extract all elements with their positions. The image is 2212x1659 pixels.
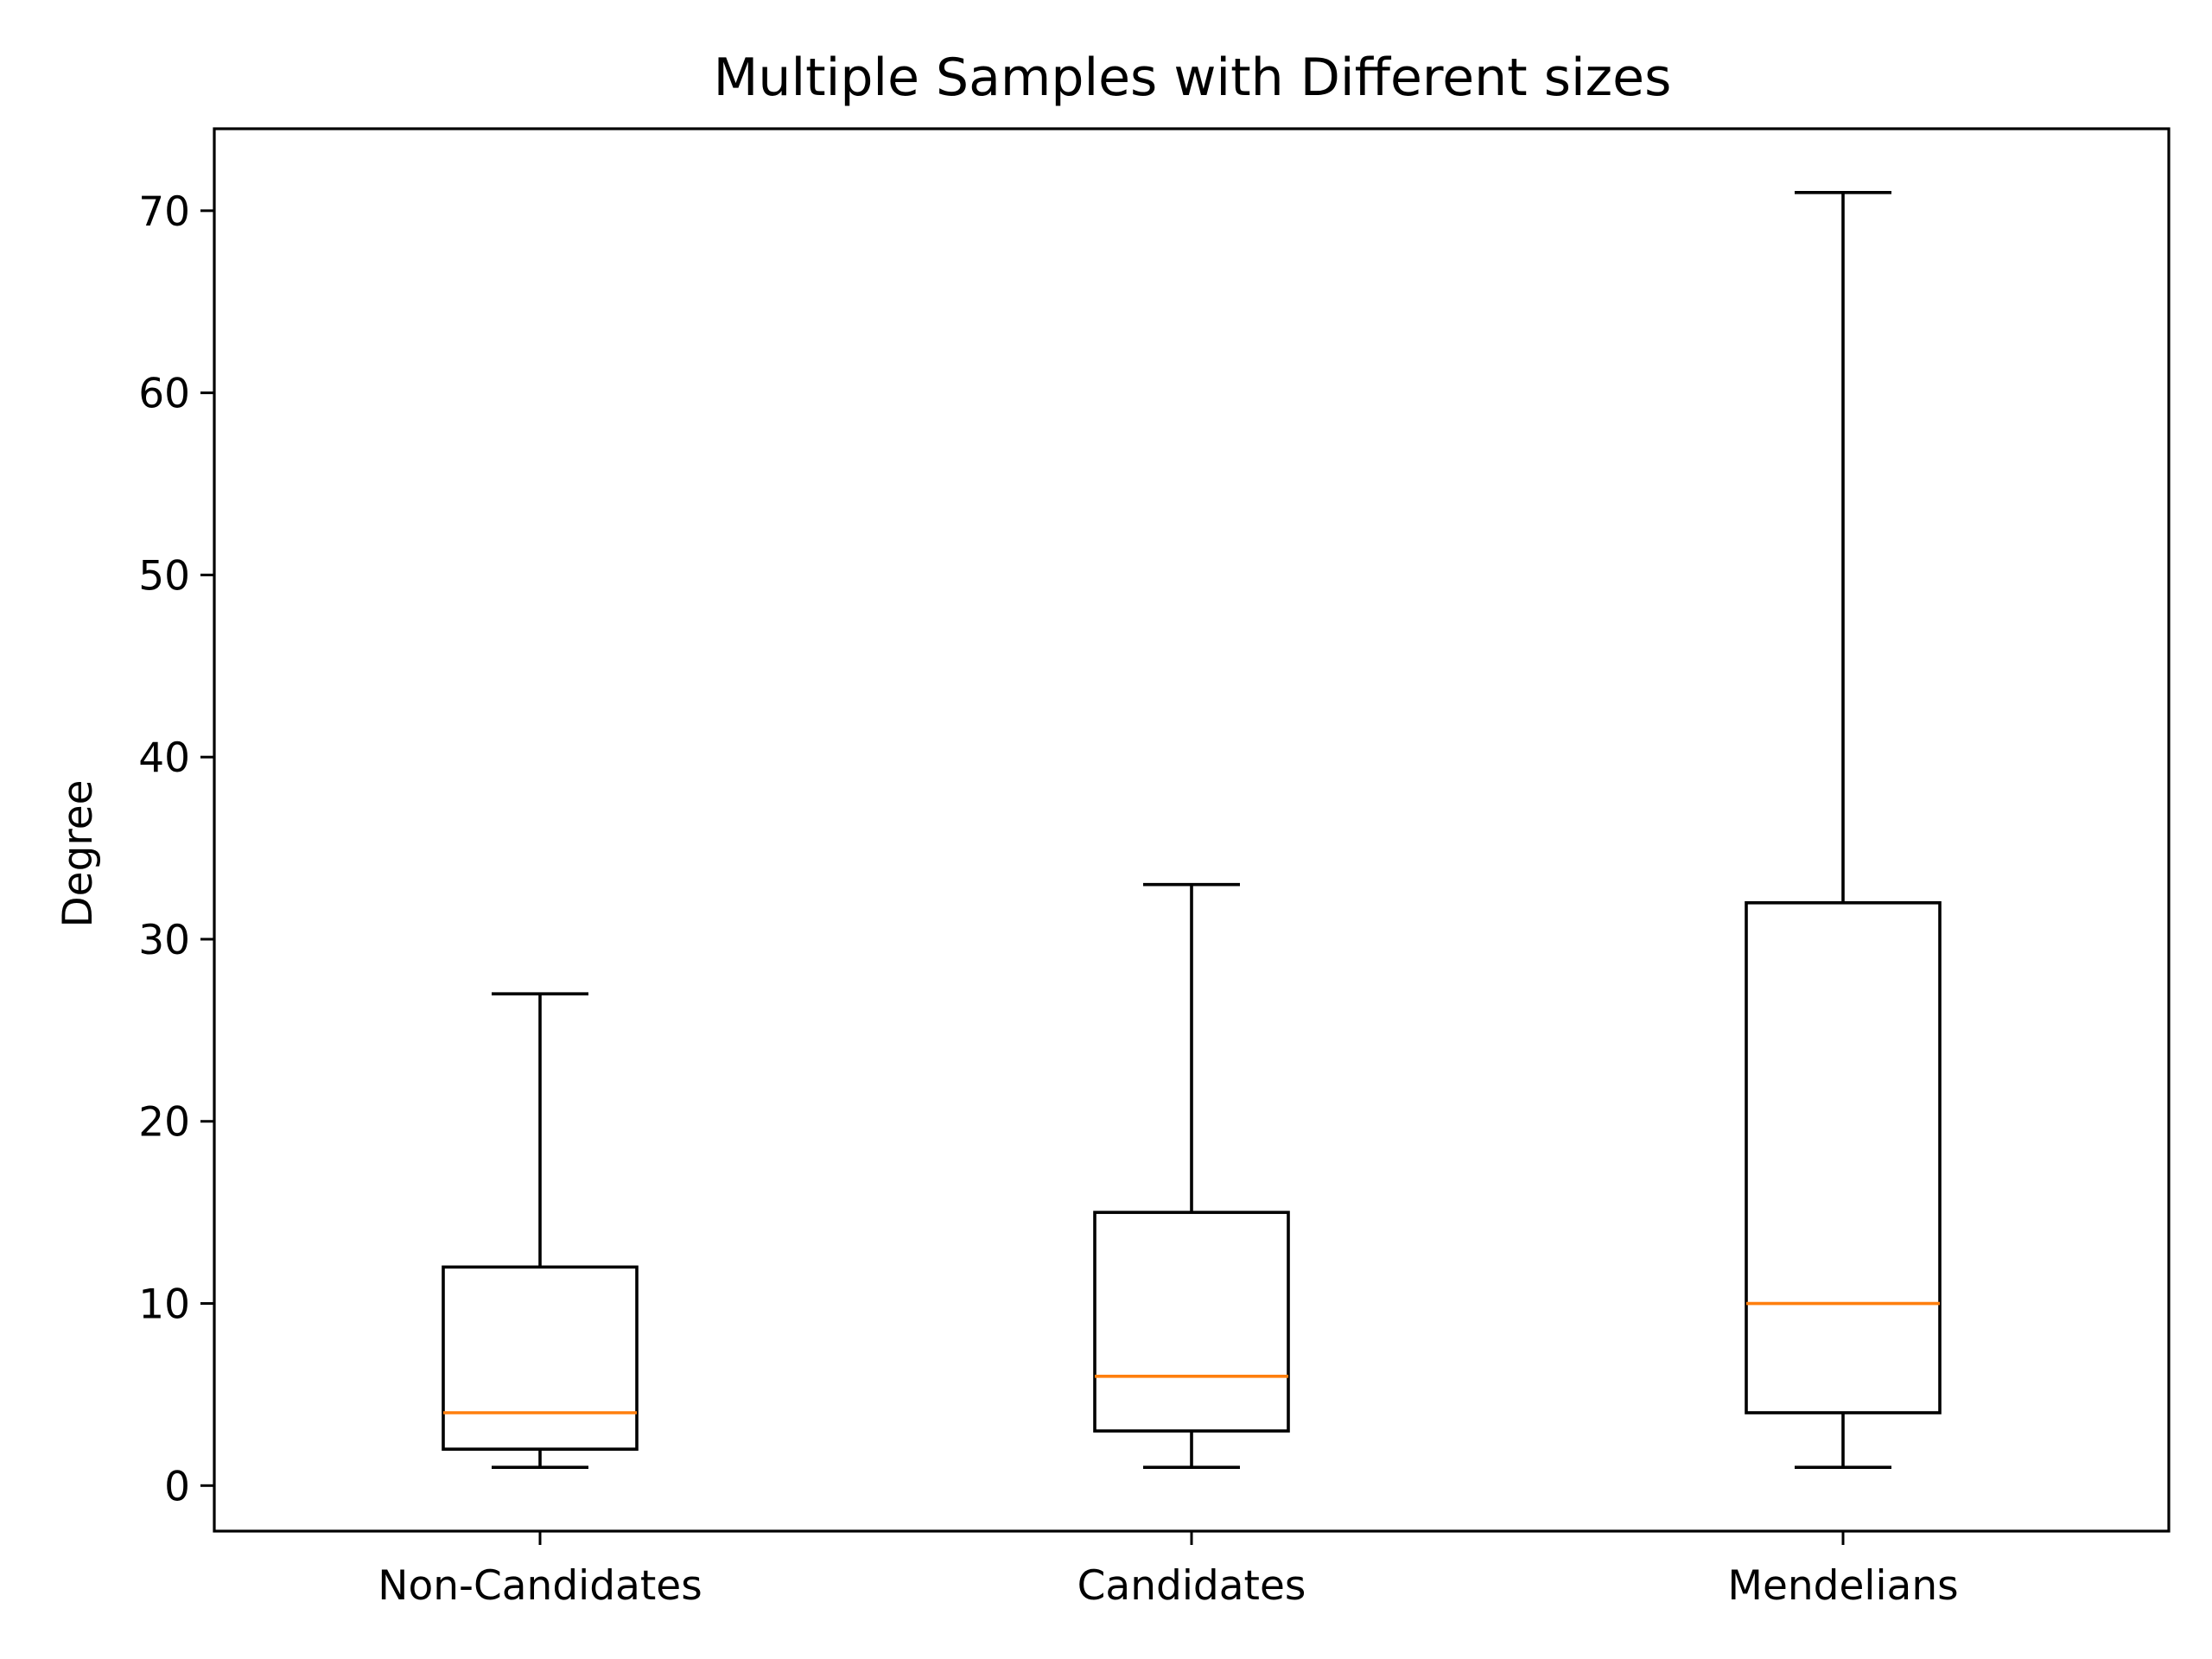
y-axis-label: Degree — [54, 779, 102, 927]
iqr-box — [1093, 1211, 1290, 1433]
y-tick-label: 40 — [138, 734, 190, 782]
chart-title: Multiple Samples with Different sizes — [714, 48, 1672, 108]
y-tick-label: 10 — [138, 1281, 190, 1329]
iqr-box — [1745, 901, 1942, 1414]
y-tick-label: 50 — [138, 552, 190, 600]
box-1 — [442, 992, 639, 1470]
x-tick-label: Mendelians — [1727, 1562, 1958, 1610]
box-3 — [1745, 190, 1942, 1470]
y-tick-label: 60 — [138, 371, 190, 418]
y-tick-label: 70 — [138, 188, 190, 236]
x-tick-label: Candidates — [1077, 1562, 1306, 1610]
axis-ticks: 0 10 20 30 40 50 60 70 Non-Candidates Candidates M… — [138, 188, 1958, 1610]
y-tick-label: 0 — [164, 1463, 190, 1510]
x-tick-label: Non-Candidates — [378, 1562, 702, 1610]
plot-area-frame — [213, 127, 2171, 1533]
y-tick-label: 20 — [138, 1099, 190, 1147]
y-tick-label: 30 — [138, 917, 190, 964]
box-2 — [1093, 882, 1290, 1470]
boxes — [442, 190, 1942, 1470]
iqr-box — [442, 1265, 639, 1451]
